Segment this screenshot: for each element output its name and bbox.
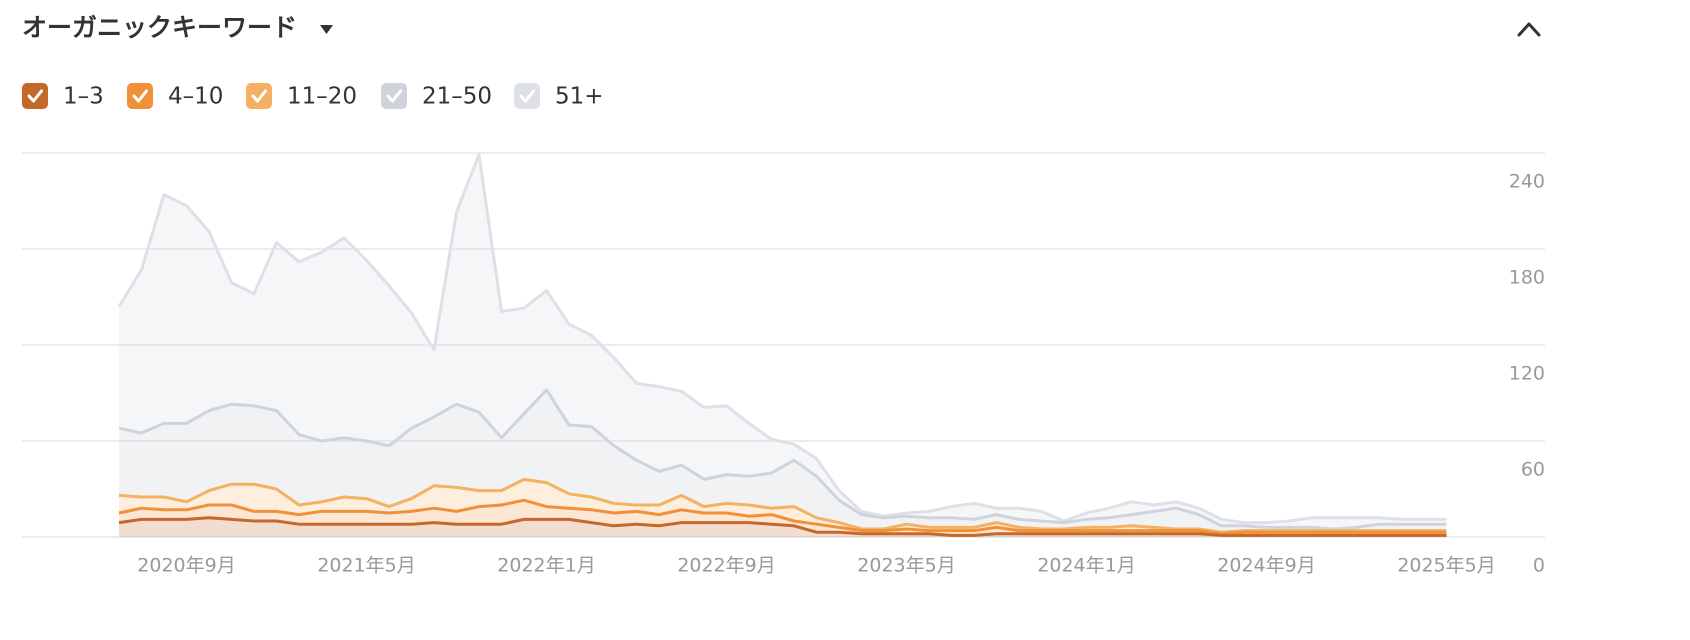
checkmark [251,89,267,103]
legend-label[interactable]: 51+ [555,84,604,110]
x-tick-label: 2020年9月 [137,555,235,577]
legend-item[interactable]: 51+ [514,83,604,110]
areas [119,154,1447,537]
title-dropdown[interactable] [320,25,333,34]
series-line [118,477,1447,534]
area-fill [119,479,1447,534]
x-tick-label: 2024年9月 [1217,555,1315,577]
series-line [118,388,1447,531]
legend-checkbox[interactable] [246,83,272,109]
legend-item[interactable]: 21–50 [381,83,492,110]
collapse-chevron[interactable] [1517,22,1541,37]
legend-checkbox[interactable] [381,83,407,109]
y-tick-label: 240 [1509,171,1545,193]
legend-checkbox[interactable] [22,83,48,109]
checkmark [386,89,402,103]
lines [117,153,1447,537]
y-tick-label: 120 [1509,363,1545,385]
legend-item[interactable]: 1–3 [22,83,104,110]
grid [22,152,1545,538]
legend-label[interactable]: 4–10 [168,84,223,110]
series-line [118,516,1447,537]
checkmark [27,89,43,103]
legend-label[interactable]: 11–20 [287,84,357,110]
labels: 0 60 120 180 240 2020年9月 2021年5月 2022年1月 2022年9月… [137,171,1545,577]
legend-item[interactable]: 4–10 [127,83,223,110]
legend-checkbox[interactable] [127,83,153,109]
y-tick-label: 0 [1533,555,1545,577]
x-tick-label: 2025年5月 [1397,555,1495,577]
legend: 1–3 4–10 11–20 21–50 51+ [22,83,604,110]
x-tick-label: 2023年5月 [857,555,955,577]
x-tick-label: 2022年1月 [497,555,595,577]
legend-label[interactable]: 1–3 [63,84,104,110]
checkmark [132,89,148,103]
area-fill [119,517,1447,537]
legend-label[interactable]: 21–50 [422,84,492,110]
y-tick-label: 180 [1509,267,1545,289]
area-fill [119,389,1447,533]
y-tick-label: 60 [1521,459,1545,481]
series-line [118,498,1447,536]
x-tick-label: 2021年5月 [317,555,415,577]
series-line [117,153,1447,525]
checkmark [519,89,535,103]
chart-title: オーガニックキーワード [22,13,297,42]
x-tick-label: 2022年9月 [677,555,775,577]
legend-checkbox[interactable] [514,83,540,109]
x-tick-label: 2024年1月 [1037,555,1135,577]
legend-item[interactable]: 11–20 [246,83,357,110]
